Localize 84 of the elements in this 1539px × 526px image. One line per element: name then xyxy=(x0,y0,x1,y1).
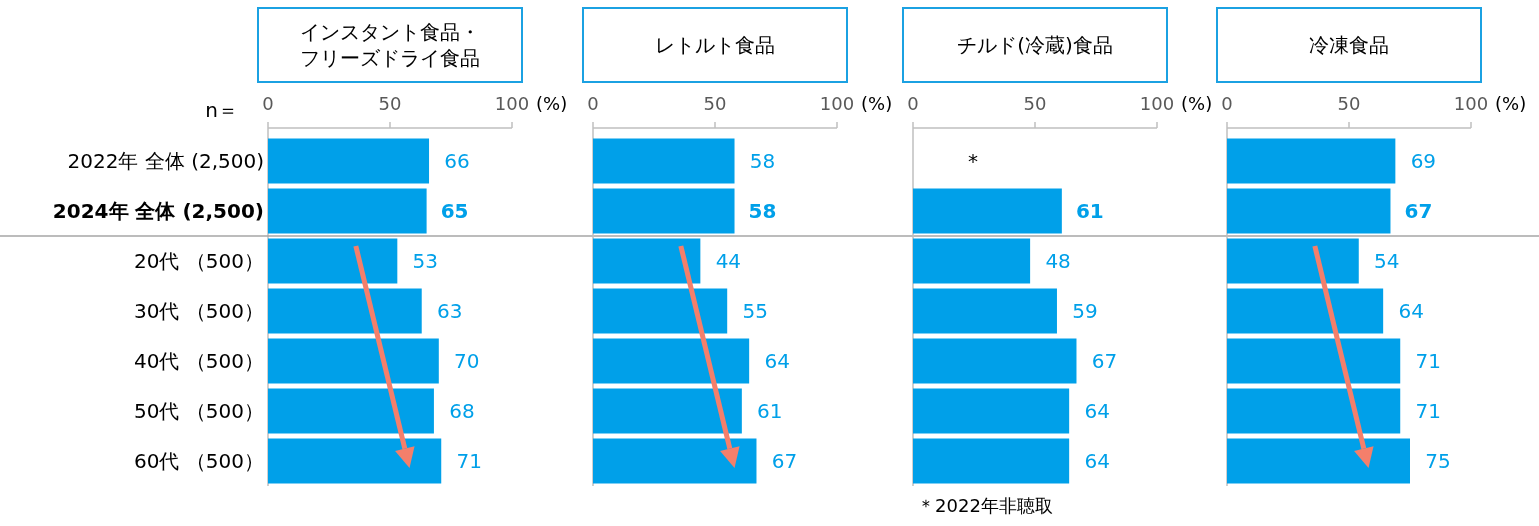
text: ＊2022年非聴取 xyxy=(917,495,1053,516)
bar xyxy=(1227,438,1410,484)
data-label: 71 xyxy=(1415,399,1441,423)
bar xyxy=(913,438,1070,484)
bar xyxy=(268,438,442,484)
y-tick-label: 50代 （500） xyxy=(134,399,264,423)
x-tick-label: 0 xyxy=(587,93,599,114)
bar xyxy=(593,238,701,284)
x-tick-label: 50 xyxy=(703,93,727,114)
y-tick-label: 20代 （500） xyxy=(134,249,264,273)
bar xyxy=(593,388,742,434)
bar xyxy=(593,338,750,384)
x-tick-label: 100 xyxy=(494,93,530,114)
x-tick-label: 0 xyxy=(1221,93,1233,114)
data-label: 75 xyxy=(1425,449,1451,473)
data-label: 64 xyxy=(764,349,790,373)
bar xyxy=(1227,238,1359,284)
bar xyxy=(593,188,735,234)
data-label: 55 xyxy=(742,299,768,323)
x-tick-label: 0 xyxy=(262,93,274,114)
data-label: 44 xyxy=(715,249,742,273)
x-axis-title: (%) xyxy=(536,93,568,114)
data-label: 71 xyxy=(456,449,482,473)
data-label: 59 xyxy=(1072,299,1098,323)
bar xyxy=(913,238,1031,284)
bar xyxy=(593,288,728,334)
x-tick-label: 0 xyxy=(907,93,919,114)
data-label: 53 xyxy=(412,249,439,273)
bar xyxy=(268,388,434,434)
data-label: 61 xyxy=(757,399,783,423)
bar xyxy=(268,138,430,184)
data-label: 64 xyxy=(1398,299,1424,323)
chart-title: インスタント食品・フリーズドライ食品 xyxy=(300,20,480,70)
data-label: 66 xyxy=(444,149,470,173)
bar xyxy=(1227,138,1396,184)
bar xyxy=(913,388,1070,434)
x-tick-label: 50 xyxy=(378,93,402,114)
y-tick-label: 60代 （500） xyxy=(134,449,264,473)
data-label: 63 xyxy=(436,299,463,323)
data-label: 69 xyxy=(1410,149,1437,173)
y-tick-label: 2024年 全体 (2,500) xyxy=(52,199,264,223)
bar xyxy=(593,138,735,184)
y-tick-label: 30代 （500） xyxy=(134,299,264,323)
bar xyxy=(268,288,422,334)
data-label: 67 xyxy=(771,449,798,473)
bar xyxy=(593,438,757,484)
y-tick-label: 40代 （500） xyxy=(134,349,264,373)
data-label: 71 xyxy=(1415,349,1441,373)
bar xyxy=(1227,388,1401,434)
x-tick-label: 100 xyxy=(819,93,855,114)
text: n＝ xyxy=(205,98,238,122)
data-label: 65 xyxy=(440,199,469,223)
chart-title: レトルト食品 xyxy=(655,33,775,57)
data-label: 58 xyxy=(749,149,776,173)
x-tick-label: 100 xyxy=(1139,93,1175,114)
bar xyxy=(268,238,398,284)
bar xyxy=(268,338,439,384)
x-tick-label: 50 xyxy=(1337,93,1361,114)
y-tick-label: 2022年 全体 (2,500) xyxy=(67,149,264,173)
bar xyxy=(913,188,1062,234)
data-label: 64 xyxy=(1084,399,1110,423)
x-tick-label: 50 xyxy=(1023,93,1047,114)
bar xyxy=(1227,288,1384,334)
x-axis-title: (%) xyxy=(1181,93,1213,114)
bar xyxy=(913,338,1077,384)
data-label: 54 xyxy=(1374,249,1400,273)
data-label: 48 xyxy=(1045,249,1071,273)
chart-title: 冷凍食品 xyxy=(1309,33,1389,57)
data-label: 64 xyxy=(1084,449,1110,473)
bar xyxy=(1227,338,1401,384)
data-label: 67 xyxy=(1404,199,1433,223)
bar xyxy=(268,188,427,234)
x-tick-label: 100 xyxy=(1453,93,1489,114)
data-label: 58 xyxy=(748,199,777,223)
bar xyxy=(1227,188,1391,234)
bar xyxy=(913,288,1057,334)
x-axis-title: (%) xyxy=(1495,93,1527,114)
data-label: 68 xyxy=(449,399,475,423)
data-label: 67 xyxy=(1091,349,1118,373)
data-label: 70 xyxy=(454,349,480,373)
chart-title: チルド(冷蔵)食品 xyxy=(957,33,1113,57)
x-axis-title: (%) xyxy=(861,93,893,114)
text: * xyxy=(968,149,978,173)
data-label: 61 xyxy=(1075,199,1104,223)
